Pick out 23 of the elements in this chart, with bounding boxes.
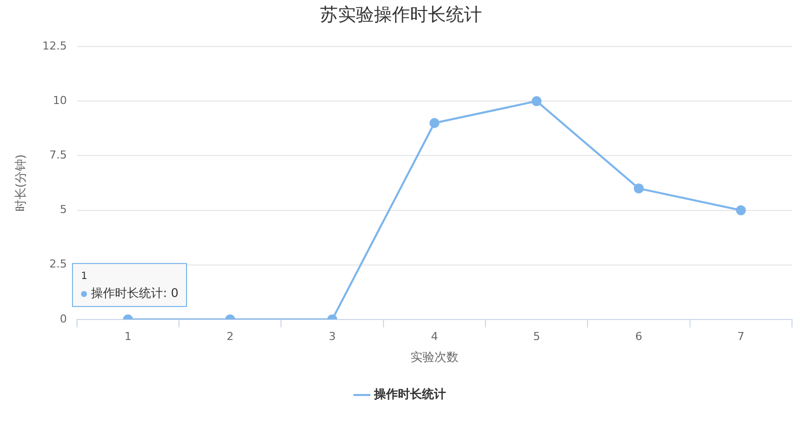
x-tick-label: 6 (635, 330, 642, 343)
x-tick-label: 2 (226, 330, 234, 343)
y-tick-label: 5 (60, 203, 67, 216)
point (532, 96, 542, 106)
y-axis-title: 时长(分钟) (13, 154, 28, 212)
y-tick-label: 7.5 (49, 148, 67, 162)
chart-title: 苏实验操作时长统计 (320, 4, 482, 26)
x-tick-label: 5 (533, 330, 540, 343)
y-tick-label: 12.5 (42, 39, 67, 52)
point (429, 118, 440, 128)
x-axis-title: 实验次数 (410, 350, 458, 364)
x-tick-label: 1 (124, 330, 132, 343)
annotation: 1 (80, 271, 88, 282)
y-tick-label: 2.5 (49, 258, 67, 271)
y-tick-label: 0 (60, 312, 67, 326)
x-tick-label: 4 (430, 330, 438, 343)
point (736, 205, 746, 216)
point (634, 183, 644, 194)
annotation: 操作时长统计: 0 (90, 286, 178, 300)
y-tick-label: 10 (52, 94, 67, 108)
legend-label: 操作时长统计 (373, 387, 446, 402)
x-tick-label: 7 (737, 330, 744, 343)
x-tick-label: 3 (328, 330, 336, 343)
